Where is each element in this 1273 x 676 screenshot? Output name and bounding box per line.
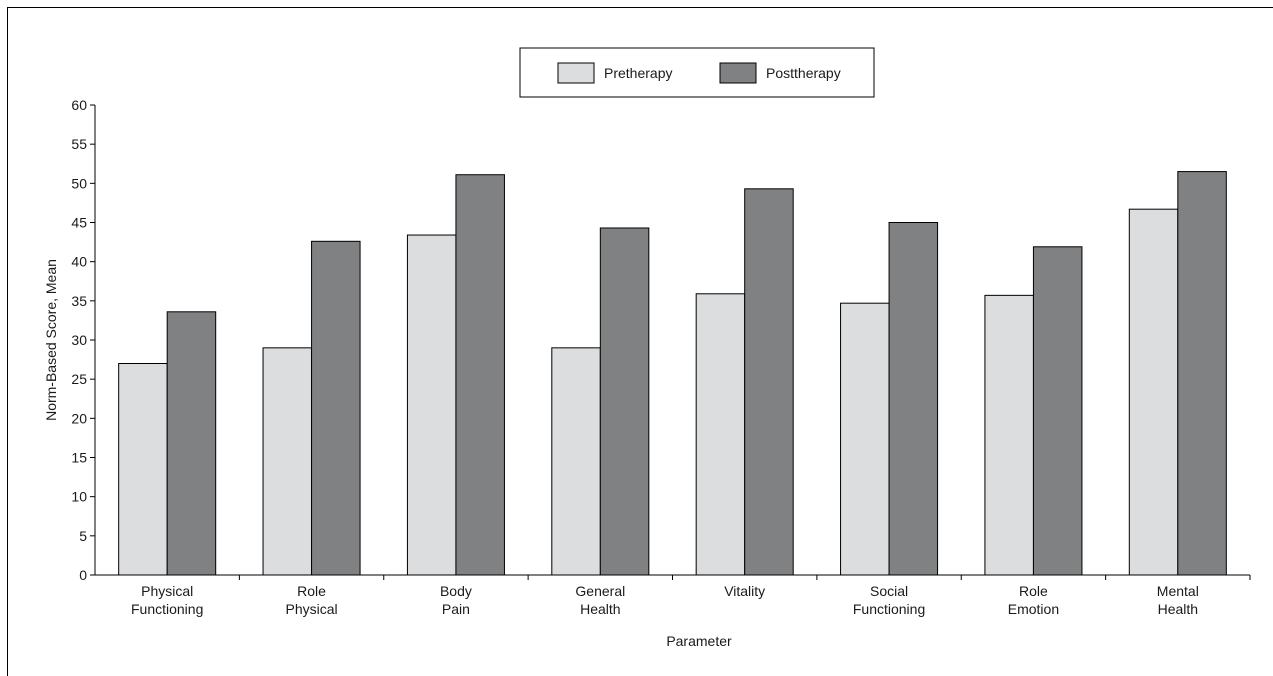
bar-posttherapy-3 (599, 227, 650, 576)
bars-group (118, 171, 1227, 576)
x-tick-label: Pain (442, 601, 470, 617)
x-tick-label: Physical (141, 583, 193, 599)
y-tick-label: 20 (71, 410, 87, 426)
x-tick-label: Health (580, 601, 620, 617)
x-tick-label: Vitality (724, 583, 765, 599)
x-tick-label: General (575, 583, 625, 599)
y-tick-label: 0 (79, 567, 87, 583)
x-tick-label: Functioning (853, 601, 925, 617)
bar-pretherapy-7 (1128, 208, 1179, 576)
legend-swatch-posttherapy (719, 62, 757, 84)
x-tick-label: Functioning (131, 601, 203, 617)
x-tick-label: Physical (285, 601, 337, 617)
x-tick-label: Health (1158, 601, 1198, 617)
legend-label-posttherapy: Posttherapy (766, 65, 841, 81)
y-tick-label: 35 (71, 293, 87, 309)
bar-posttherapy-4 (744, 188, 794, 576)
x-axis-label: Parameter (666, 633, 732, 649)
bar-posttherapy-5 (888, 222, 939, 576)
x-tick-label: Social (870, 583, 908, 599)
bar-pretherapy-1 (262, 347, 313, 576)
x-tick-labels: Physical Functioning Role Physical Body Pain G… (131, 583, 1199, 617)
y-tick-label: 55 (71, 136, 87, 152)
y-axis-label: Norm-Based Score, Mean (43, 259, 59, 421)
y-tick-label: 15 (71, 450, 87, 466)
legend-swatch-pretherapy (557, 62, 595, 84)
bar-pretherapy-2 (406, 234, 457, 576)
bar-pretherapy-4 (695, 293, 746, 576)
bar-posttherapy-7 (1177, 171, 1227, 576)
figure-frame (7, 7, 1273, 676)
bar-pretherapy-5 (840, 302, 890, 576)
x-tick-label: Emotion (1008, 601, 1059, 617)
y-tick-label: 5 (79, 528, 87, 544)
y-tick-label: 50 (71, 175, 87, 191)
bar-posttherapy-0 (166, 311, 217, 576)
y-tick-label: 10 (71, 489, 87, 505)
bar-pretherapy-3 (551, 347, 601, 576)
legend: Pretherapy Posttherapy (519, 47, 875, 98)
y-tick-label: 30 (71, 332, 87, 348)
bar-posttherapy-2 (455, 174, 505, 576)
y-axis: 0 5 10 15 20 25 30 35 40 45 50 55 60 (71, 97, 96, 583)
y-tick-label: 60 (71, 97, 87, 113)
y-tick-label: 45 (71, 215, 87, 231)
y-tick-label: 40 (71, 254, 87, 270)
y-tick-label: 25 (71, 371, 87, 387)
x-tick-label: Body (440, 583, 472, 599)
bar-posttherapy-1 (311, 240, 361, 576)
x-tick-label: Role (1019, 583, 1048, 599)
x-tick-label: Mental (1157, 583, 1199, 599)
legend-label-pretherapy: Pretherapy (604, 65, 672, 81)
bar-posttherapy-6 (1032, 246, 1083, 576)
x-axis (95, 574, 1251, 580)
x-tick-label: Role (297, 583, 326, 599)
bar-pretherapy-6 (984, 294, 1034, 576)
bar-pretherapy-0 (118, 363, 168, 576)
